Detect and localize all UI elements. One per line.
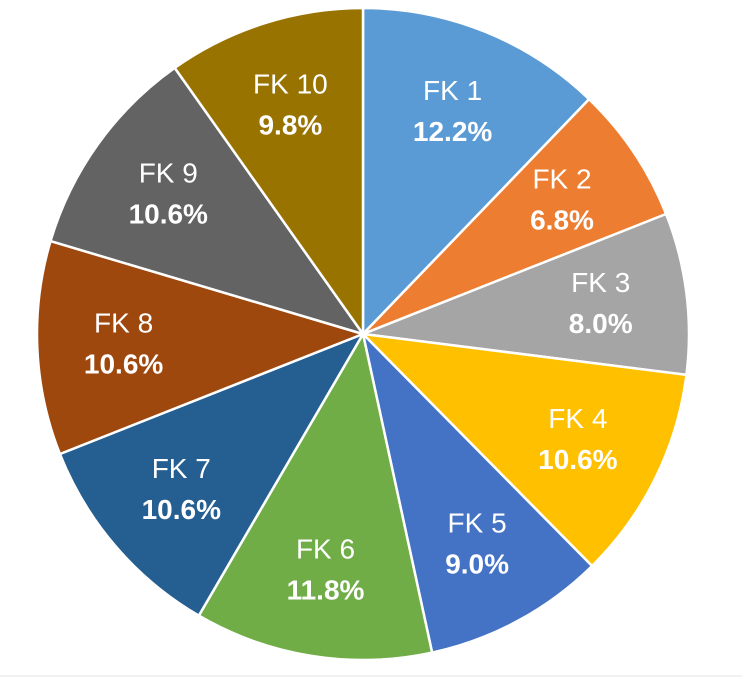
slice-value-2: 6.8% — [530, 205, 594, 236]
slice-value-6: 11.8% — [287, 575, 365, 606]
pie-slice-1 — [361, 6, 591, 338]
pie-slice-10 — [172, 6, 365, 338]
pie-slice-7 — [58, 331, 366, 618]
slice-label-2: FK 2 — [532, 164, 591, 195]
pie-slice-2 — [362, 97, 668, 336]
pie-slice-9 — [48, 66, 367, 337]
slice-label-4: FK 4 — [548, 403, 607, 434]
slice-value-1: 12.2% — [413, 116, 492, 147]
slice-label-1: FK 1 — [423, 75, 482, 106]
pie-slices — [35, 6, 691, 662]
slice-value-3: 8.0% — [569, 308, 633, 339]
slice-label-8: FK 8 — [94, 308, 153, 339]
slice-value-4: 10.6% — [538, 444, 617, 475]
slice-label-9: FK 9 — [139, 157, 198, 188]
slice-value-5: 9.0% — [445, 549, 509, 580]
pie-slice-3 — [362, 212, 691, 377]
slice-value-8: 10.6% — [84, 349, 163, 380]
slice-label-6: FK 6 — [296, 534, 355, 565]
pie-slice-8 — [35, 239, 367, 456]
slice-label-10: FK 10 — [253, 69, 328, 100]
slice-value-9: 10.6% — [129, 198, 208, 229]
slice-value-7: 10.6% — [142, 494, 221, 525]
pie-slice-5 — [360, 330, 594, 655]
slice-label-7: FK 7 — [152, 453, 211, 484]
pie-slice-6 — [197, 330, 434, 662]
slice-labels: FK 1 12.2% FK 2 6.8% FK 3 8.0% FK 4 10.6% FK 5 9.… — [84, 69, 633, 606]
slice-value-10: 9.8% — [258, 110, 322, 141]
slice-label-5: FK 5 — [448, 508, 507, 539]
pie-slice-4 — [359, 332, 688, 568]
slice-label-3: FK 3 — [571, 267, 630, 298]
